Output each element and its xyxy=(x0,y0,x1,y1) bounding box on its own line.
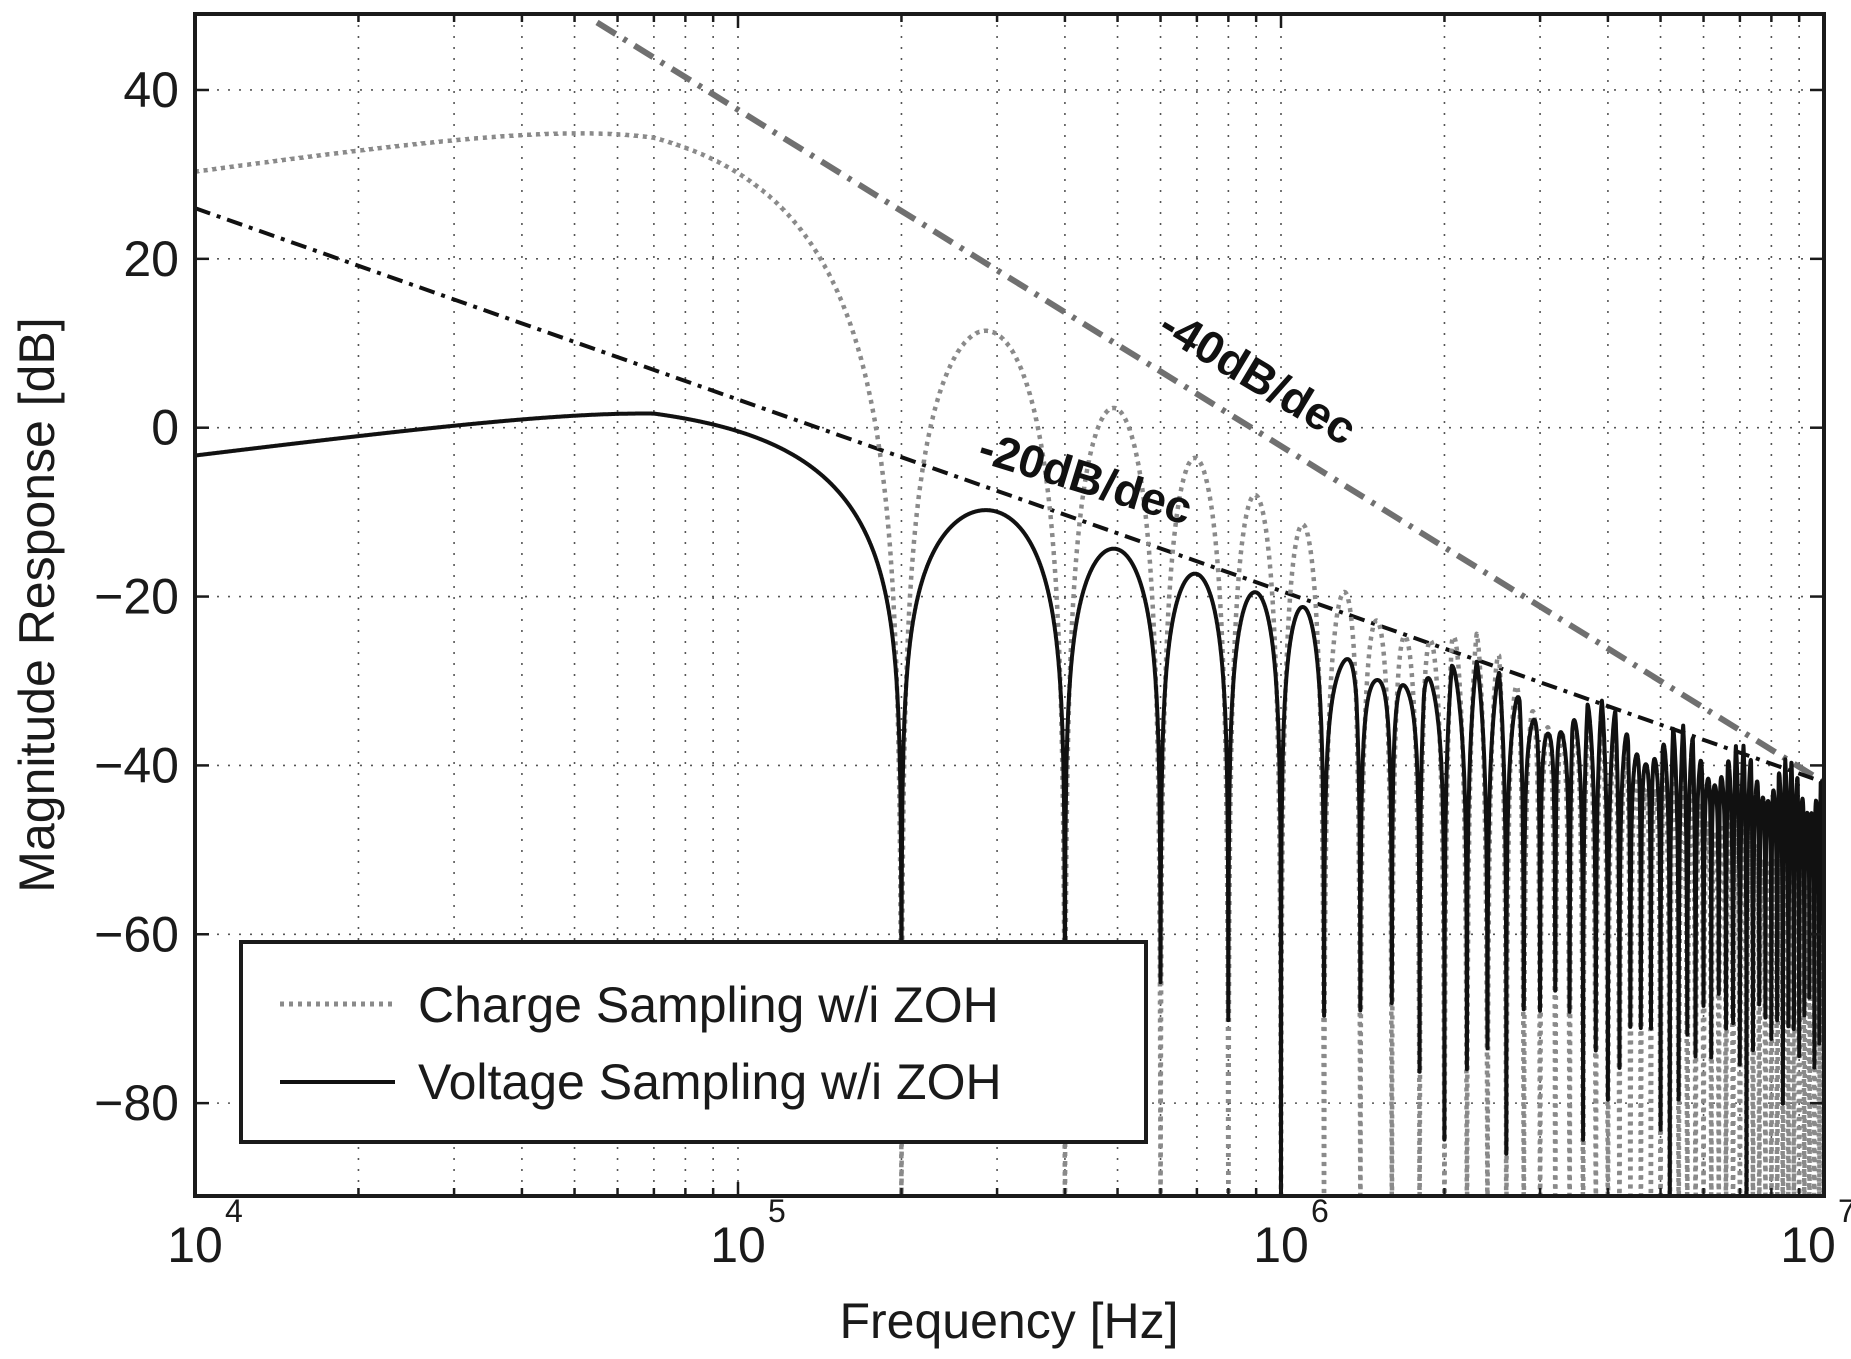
legend: Charge Sampling w/i ZOH Voltage Sampling… xyxy=(239,940,1148,1144)
y-tick-label: 40 xyxy=(123,62,179,118)
charge-sampling-curve xyxy=(195,131,1824,1196)
voltage-sampling-curve xyxy=(195,411,1824,1196)
y-tick-label: −60 xyxy=(94,906,179,962)
x-tick-label-base: 10 xyxy=(710,1217,766,1273)
x-tick-label: 106 xyxy=(1253,1193,1329,1273)
x-axis-label: Frequency [Hz] xyxy=(839,1293,1178,1349)
y-axis-label: Magnitude Response [dB] xyxy=(9,317,65,892)
x-tick-label: 104 xyxy=(167,1193,243,1273)
x-tick-label-base: 10 xyxy=(1253,1217,1309,1273)
x-tick-label-exponent: 5 xyxy=(768,1193,786,1229)
x-tick-label-exponent: 6 xyxy=(1311,1193,1329,1229)
y-tick-label: −80 xyxy=(94,1075,179,1131)
y-tick-label: 0 xyxy=(151,400,179,456)
legend-label-voltage: Voltage Sampling w/i ZOH xyxy=(418,1054,1002,1110)
asymptote-20db-line xyxy=(195,206,1824,785)
slope-label-40db: -40dB/dec xyxy=(1151,297,1366,455)
legend-label-charge: Charge Sampling w/i ZOH xyxy=(418,977,999,1033)
x-tick-label-base: 10 xyxy=(1780,1217,1836,1273)
x-tick-label: 107 xyxy=(1780,1193,1851,1273)
x-tick-label-base: 10 xyxy=(167,1217,223,1273)
legend-box xyxy=(239,940,1148,1144)
plot-frame xyxy=(193,12,1826,1198)
x-tick-label-exponent: 7 xyxy=(1838,1193,1851,1229)
series-layer xyxy=(195,131,1824,1196)
y-tick-label: 20 xyxy=(123,231,179,287)
x-tick-label: 105 xyxy=(710,1193,786,1273)
reference-lines xyxy=(195,19,1824,785)
tick-marks xyxy=(193,14,1826,1196)
y-tick-label: −40 xyxy=(94,737,179,793)
x-tick-label-exponent: 4 xyxy=(225,1193,243,1229)
y-tick-labels: 40 20 0 −20 −40 −60 −80 xyxy=(94,62,179,1131)
asymptote-40db-line xyxy=(595,19,1824,785)
y-tick-label: −20 xyxy=(94,569,179,625)
